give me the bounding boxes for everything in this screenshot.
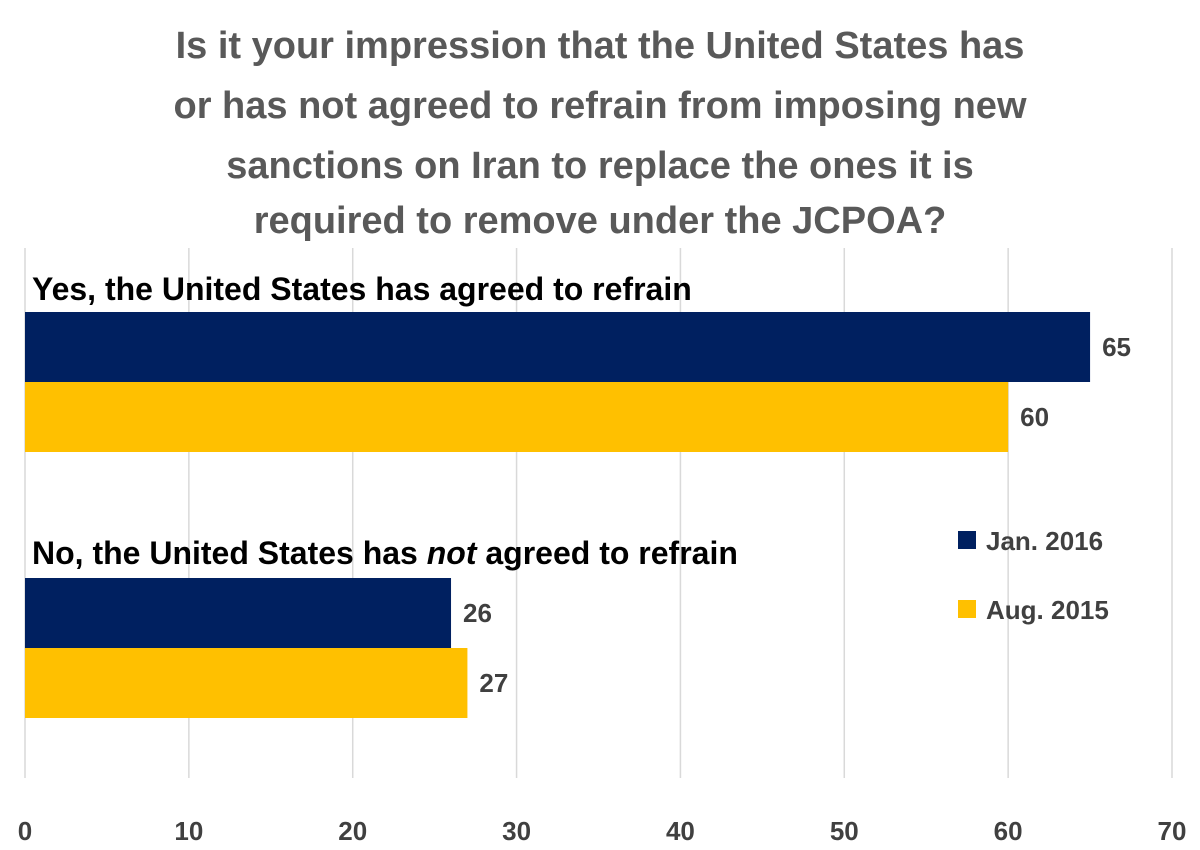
category-label: Yes, the United States has agreed to ref… [32,271,692,307]
x-tick-label: 30 [502,816,531,846]
bar [25,578,452,648]
category-label-part: Yes, the United States has agreed to ref… [32,271,692,307]
legend-label: Jan. 2016 [986,526,1103,556]
data-label: 60 [1020,402,1049,432]
chart-title-line: Is it your impression that the United St… [176,25,1025,67]
legend-swatch [958,531,976,549]
category-label: No, the United States has not agreed to … [32,535,738,571]
legend: Jan. 2016 Aug. 2015 [958,526,1109,625]
chart-title: Is it your impression that the United St… [174,25,1027,242]
category-labels: Yes, the United States has agreed to ref… [32,271,738,571]
x-tick-label: 60 [994,816,1023,846]
x-tick-label: 10 [174,816,203,846]
bar [25,648,468,718]
x-axis-ticks: 0 10 20 30 40 50 60 70 [18,816,1187,846]
chart-title-line: required to remove under the JCPOA? [254,200,947,242]
x-tick-label: 20 [338,816,367,846]
x-tick-label: 50 [830,816,859,846]
bar [25,382,1009,452]
legend-swatch [958,600,976,618]
bars: 65 26 60 27 [25,312,1131,718]
data-label: 27 [479,668,508,698]
category-label-part: No, the United States has [32,535,427,571]
x-tick-label: 0 [18,816,32,846]
legend-label: Aug. 2015 [986,595,1109,625]
chart-title-line: or has not agreed to refrain from imposi… [174,85,1027,127]
chart-title-line: sanctions on Iran to replace the ones it… [226,145,974,187]
x-tick-label: 40 [666,816,695,846]
x-tick-label: 70 [1158,816,1187,846]
category-label-part: not [427,535,478,571]
category-label-part: agreed to refrain [476,535,737,571]
bar [25,312,1091,382]
data-label: 65 [1102,332,1131,362]
data-label: 26 [463,598,492,628]
